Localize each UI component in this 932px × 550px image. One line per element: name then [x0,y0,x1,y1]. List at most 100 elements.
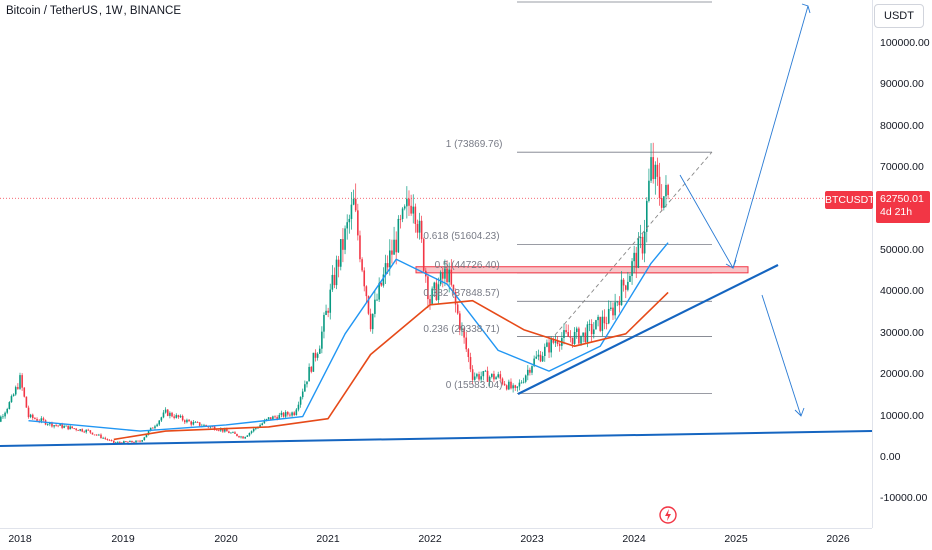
candle-body [352,198,355,205]
time-axis-separator [0,528,872,529]
candle-body [488,376,491,382]
candle-body [272,416,274,420]
candle-body [527,369,529,376]
candle-body [391,250,393,255]
candle-body [493,373,495,380]
candle-body [192,422,195,425]
candle-body [514,385,517,388]
candle-body [248,432,251,436]
candle-body [367,296,370,314]
time-tick-label: 2025 [724,533,748,545]
candle-body [238,436,240,438]
candle-body [87,429,89,431]
candle-body [327,310,329,313]
candle-body [242,436,244,439]
candle-body [350,204,353,219]
candle-body [571,337,574,344]
candle-body [552,338,555,343]
candle-body [123,441,125,444]
candle-body [119,441,121,443]
candle-body [399,218,402,220]
time-tick-label: 2021 [316,533,340,545]
interval-label: 1W [105,5,123,17]
candle-body [205,424,207,427]
candle-body [79,429,81,431]
candle-body [297,404,300,410]
price-tag-price: 62750.01 [880,193,924,205]
candle-body [629,276,631,282]
candle-body [95,434,98,436]
candle-body [601,316,604,331]
candle-body [667,184,669,195]
candle-body [569,336,572,338]
candle-body [486,370,489,382]
candle-body [27,407,30,418]
candle-body [280,412,283,415]
candle-body [384,263,387,275]
candle-body [274,416,276,418]
candle-body [480,376,482,380]
candle-body [607,308,610,324]
candle-body [495,377,497,380]
candle-body [222,428,224,432]
candle-body [614,302,616,316]
candle-body [137,440,139,442]
candle-body [331,274,334,290]
candle-body [510,381,512,389]
candle-body [618,301,621,306]
candle-body [217,430,220,432]
candle-body [573,331,576,344]
candle-body [166,409,169,416]
candle-body [312,352,315,372]
candle-body [471,369,474,380]
time-tick-label: 2026 [826,533,850,545]
candle-body [410,205,412,214]
candle-body [98,434,100,436]
price-tag-countdown: 4d 21h [880,206,913,218]
price-tick-label: 50000.00 [880,244,924,256]
price-tick-label: 0.00 [880,451,901,463]
candle-body [2,416,4,418]
candle-body [209,426,212,428]
candle-body [181,415,184,421]
candle-body [520,382,523,384]
candle-body [429,299,431,304]
candle-body [501,378,504,384]
candle-body [380,282,383,286]
candle-body [563,330,565,338]
candle-body [299,397,302,405]
candle-body [382,274,385,286]
candle-body [546,342,548,347]
price-tag-symbol: BTCUSDT [825,191,875,209]
candle-body [467,349,470,358]
candle-body [337,259,340,267]
candle-body [452,284,455,292]
time-tick-label: 2023 [520,533,544,545]
tradingview-logo-icon[interactable] [659,506,677,524]
candle-body [102,437,104,439]
candle-body [263,420,266,424]
candle-body [497,374,499,378]
candle-body [36,418,38,421]
candle-body [441,272,444,279]
price-chart[interactable] [0,0,872,528]
exchange-label: BINANCE [129,5,181,17]
candle-body [414,206,417,224]
candle-body [10,396,13,403]
candle-body [234,432,236,434]
candle-body [42,418,45,421]
candle-body [588,323,591,325]
candle-body [567,332,570,337]
candle-body [240,436,242,438]
candle-body [139,440,141,442]
support-trendline [517,264,779,395]
candle-body [230,432,232,434]
candle-body [289,414,291,416]
candle-body [220,428,222,431]
candle-body [654,164,657,180]
candle-body [593,329,595,335]
candle-body [637,238,640,268]
candle-body [533,358,535,367]
currency-button[interactable]: USDT [874,4,924,28]
price-tick-label: 20000.00 [880,368,924,381]
